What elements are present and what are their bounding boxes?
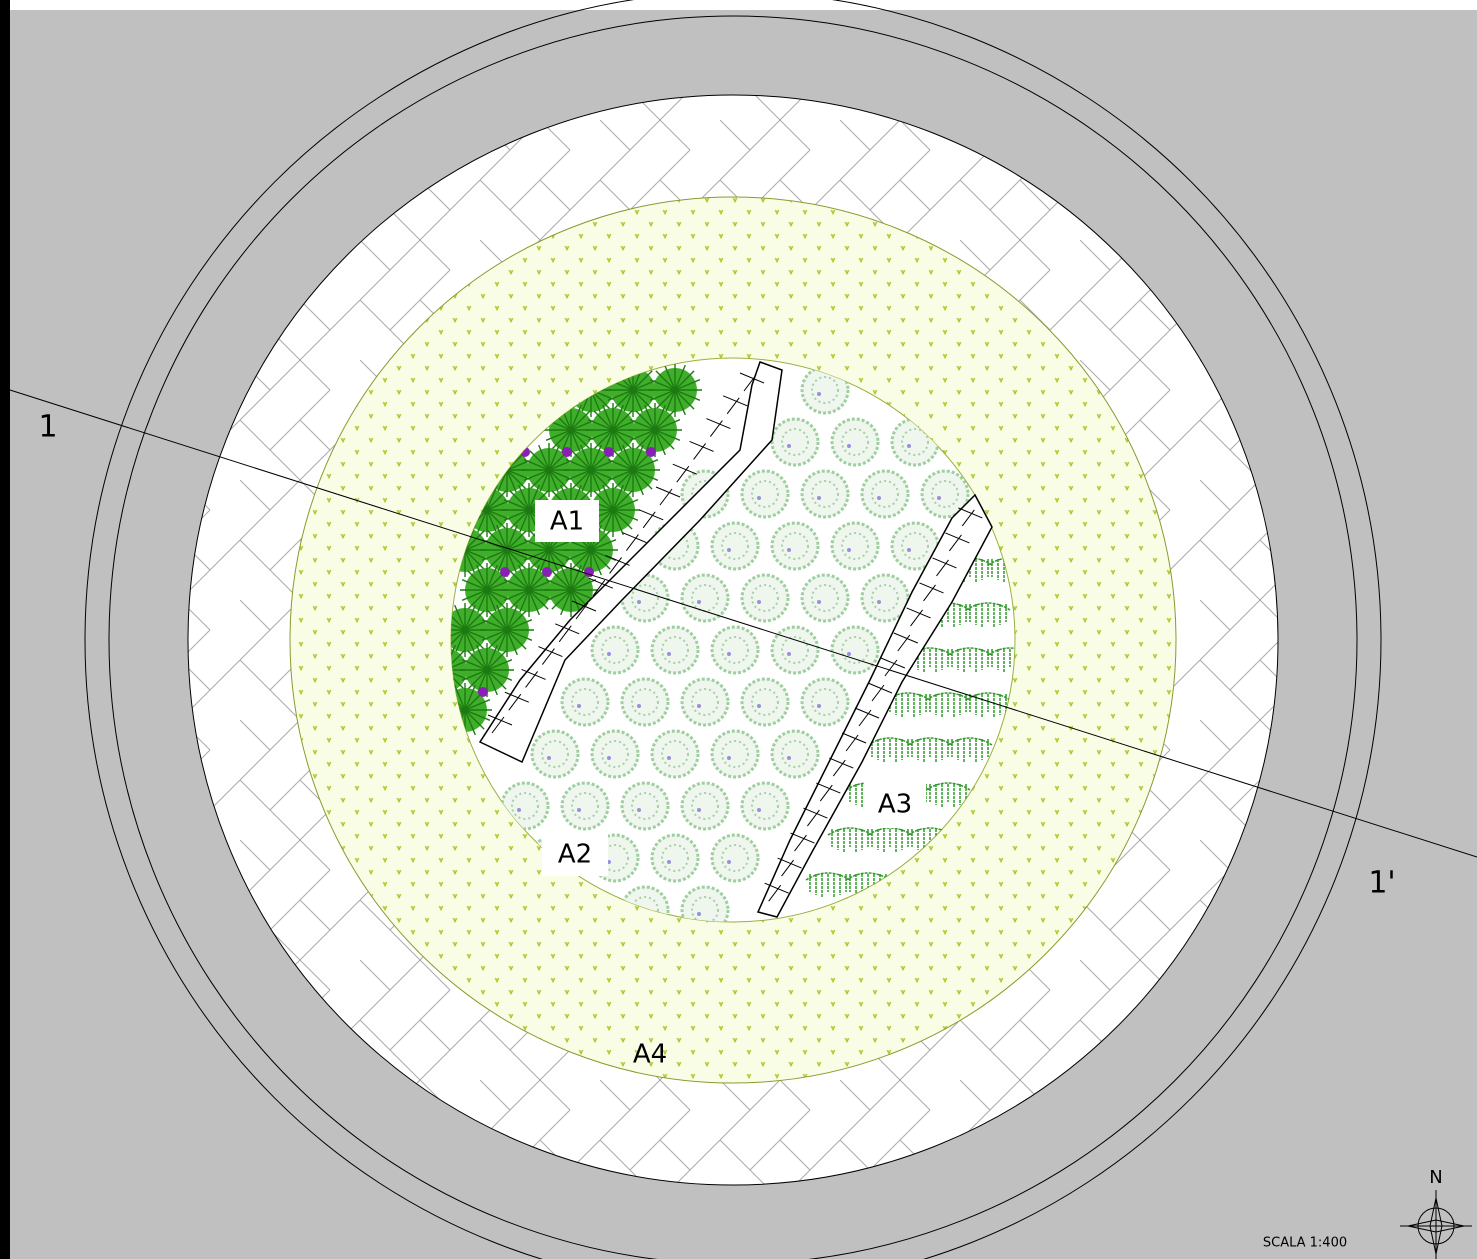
bush <box>592 731 638 777</box>
bush-flower <box>727 548 731 552</box>
bush <box>562 783 608 829</box>
bush <box>652 731 698 777</box>
bush <box>682 783 728 829</box>
bush-flower <box>697 600 701 604</box>
bush-flower <box>577 704 581 708</box>
bush-flower <box>847 444 851 448</box>
bush <box>742 679 788 725</box>
section-label: 1' <box>1368 866 1395 901</box>
bush-flower <box>817 600 821 604</box>
bush-flower <box>697 808 701 812</box>
zone-label: A4 <box>633 1040 667 1070</box>
bush <box>712 627 758 673</box>
bush <box>742 471 788 517</box>
bush <box>832 627 878 673</box>
bush-flower <box>817 392 821 396</box>
bush-flower <box>757 496 761 500</box>
bush-flower <box>547 756 551 760</box>
bush <box>712 523 758 569</box>
flower <box>500 567 510 577</box>
bush <box>592 627 638 673</box>
bush <box>772 731 818 777</box>
bush-flower <box>667 860 671 864</box>
bush-flower <box>667 756 671 760</box>
bush <box>772 523 818 569</box>
bush-flower <box>787 548 791 552</box>
north-label: N <box>1429 1167 1442 1188</box>
zone-label: A3 <box>878 790 912 820</box>
bush-flower <box>847 652 851 656</box>
bush <box>862 471 908 517</box>
left-border <box>0 0 10 1259</box>
zone-label: A2 <box>558 840 592 870</box>
bush <box>772 627 818 673</box>
bush-flower <box>847 548 851 552</box>
bush-flower <box>517 808 521 812</box>
bush <box>802 679 848 725</box>
bush-flower <box>877 600 881 604</box>
bush <box>622 679 668 725</box>
zone-label: A1 <box>550 507 584 537</box>
bush-flower <box>577 808 581 812</box>
bush-flower <box>637 704 641 708</box>
bush-flower <box>757 600 761 604</box>
flower <box>604 447 614 457</box>
bush <box>802 471 848 517</box>
bush <box>682 575 728 621</box>
bush-flower <box>787 652 791 656</box>
bush <box>532 731 578 777</box>
bush-flower <box>787 756 791 760</box>
bush <box>712 835 758 881</box>
bush <box>742 575 788 621</box>
bush <box>742 783 788 829</box>
bush-flower <box>697 912 701 916</box>
garden-plan: 1 1' A1 A2 A3 A4 N SCALA 1:400 <box>0 0 1477 1259</box>
bush <box>772 419 818 465</box>
bush-flower <box>607 652 611 656</box>
bush-flower <box>817 704 821 708</box>
flower <box>542 567 552 577</box>
bush <box>832 419 878 465</box>
bush-flower <box>757 808 761 812</box>
bush <box>652 835 698 881</box>
bush-flower <box>727 756 731 760</box>
flower <box>562 447 572 457</box>
section-label: 1 <box>38 410 57 445</box>
flower <box>646 447 656 457</box>
bush-flower <box>637 600 641 604</box>
top-margin <box>0 0 1477 10</box>
bush-flower <box>697 704 701 708</box>
bush <box>562 679 608 725</box>
bush-flower <box>607 756 611 760</box>
bush-flower <box>787 444 791 448</box>
bush <box>682 679 728 725</box>
bush <box>712 731 758 777</box>
bush-flower <box>727 652 731 656</box>
bush-flower <box>937 496 941 500</box>
bush <box>802 575 848 621</box>
bush-flower <box>817 496 821 500</box>
bush <box>652 627 698 673</box>
bush <box>622 783 668 829</box>
bush-flower <box>907 548 911 552</box>
bush-flower <box>907 444 911 448</box>
bush <box>832 523 878 569</box>
bush-flower <box>637 808 641 812</box>
bush-flower <box>727 860 731 864</box>
bush-flower <box>877 496 881 500</box>
flower <box>478 687 488 697</box>
bush-flower <box>667 652 671 656</box>
scale-label: SCALA 1:400 <box>1263 1236 1347 1251</box>
bush-flower <box>757 704 761 708</box>
